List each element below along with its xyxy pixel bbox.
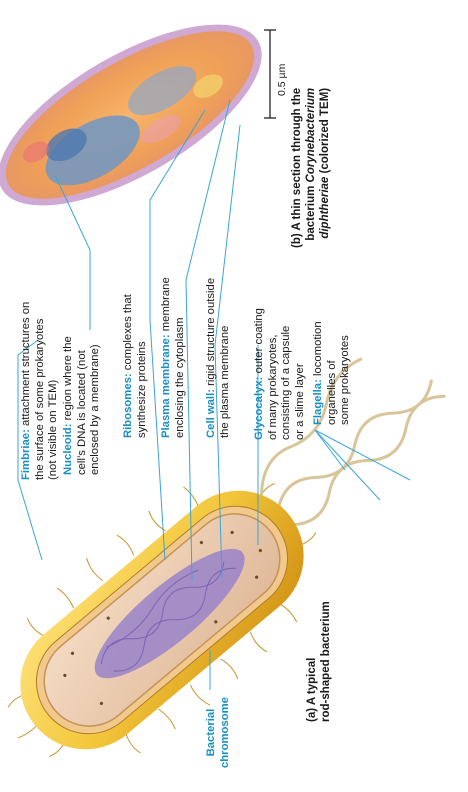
ribosomes-term: Ribosomes: — [122, 373, 134, 438]
fimbriae-label: Fimbriae: attachment structures on the s… — [20, 301, 60, 480]
nucleoid-region — [94, 548, 245, 679]
nucleoid-label: Nucleoid: region where the cell’s DNA is… — [62, 336, 102, 475]
plasma-membrane-label: Plasma membrane: membrane enclosing the … — [160, 277, 186, 438]
scale-bar — [264, 29, 276, 119]
dna-strands — [100, 561, 237, 672]
tem-micrograph — [0, 24, 262, 206]
tem-nucleoid — [45, 115, 140, 186]
ribosome-dots — [63, 530, 262, 706]
cell-wall-label: Cell wall: rigid structure outside the p… — [205, 277, 231, 438]
plasma-membrane-term: Plasma membrane: — [160, 334, 172, 438]
nucleoid-term: Nucleoid: — [62, 423, 74, 475]
glycocalyx-term: Glycocalyx: — [253, 376, 265, 440]
bacterium-illustration — [7, 357, 446, 757]
bacterial-chromosome-label: Bacterial chromosome — [205, 697, 231, 768]
ribosomes-label: Ribosomes: complexes that synthesize pro… — [122, 294, 148, 438]
flagella-term: Flagella: — [312, 379, 324, 425]
leader-lines — [17, 99, 411, 690]
fimbriae-term: Fimbriae: — [20, 429, 32, 480]
scale-bar-label: 0.5 µm — [276, 63, 288, 96]
flagella-strands — [259, 357, 446, 527]
tem-cytoplasm — [5, 31, 255, 199]
glycocalyx-label: Glycocalyx: outer coating of many prokar… — [253, 308, 306, 440]
cell-wall-term: Cell wall: — [205, 389, 217, 438]
caption-b: (b) A thin section through the bacterium… — [291, 87, 331, 248]
flagella-label: Flagella: locomotion organelles of some … — [312, 321, 352, 425]
caption-a: (a) A typical rod-shaped bacterium — [306, 601, 332, 722]
